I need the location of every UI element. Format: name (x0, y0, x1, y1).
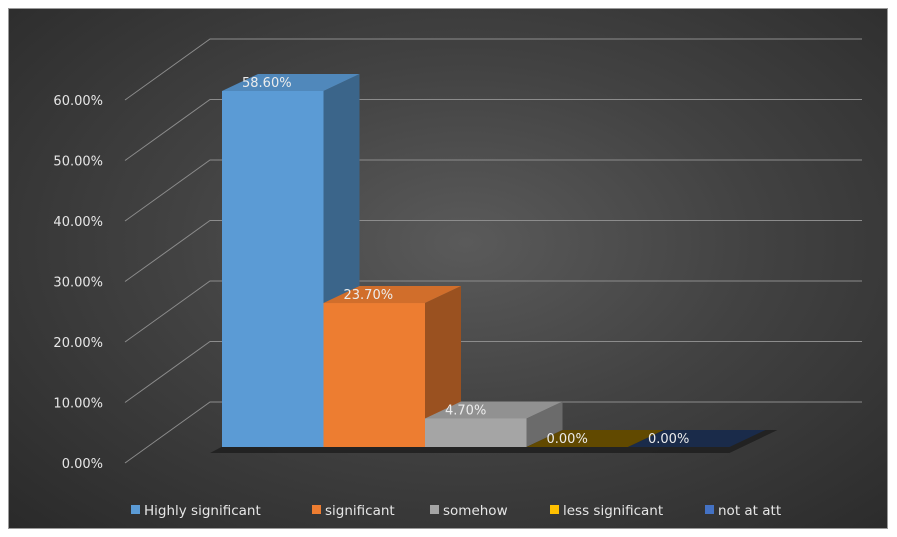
bar-top (526, 430, 664, 447)
gridline (124, 220, 862, 282)
gridline (124, 341, 862, 403)
legend-label: Highly significant (144, 503, 261, 519)
legend-swatch (705, 505, 714, 514)
bar-top (222, 74, 360, 91)
data-label: 58.60% (242, 76, 292, 91)
bar (425, 418, 527, 447)
legend-label: less significant (563, 503, 663, 519)
legend-swatch (430, 505, 439, 514)
gridline (124, 99, 862, 161)
gridline (124, 38, 862, 101)
y-tick-label: 0.00% (62, 457, 103, 472)
data-label: 0.00% (547, 432, 588, 447)
bar-top (425, 401, 563, 419)
bar (222, 91, 324, 447)
legend-label: not at att (718, 503, 781, 519)
legend-label: significant (325, 503, 395, 519)
data-label: 23.70% (344, 288, 394, 303)
y-tick-label: 30.00% (53, 276, 103, 291)
gridline (124, 401, 862, 464)
y-tick-label: 40.00% (53, 215, 103, 230)
y-tick-label: 10.00% (53, 397, 103, 412)
bar-top (323, 286, 461, 304)
bar-top (628, 430, 766, 447)
legend-swatch (131, 505, 140, 514)
data-label: 0.00% (648, 432, 689, 447)
y-tick-label: 50.00% (53, 155, 103, 170)
gridline (124, 280, 862, 343)
data-label: 4.70% (445, 403, 486, 418)
bar (323, 303, 425, 447)
gridline (124, 159, 862, 222)
bar-side (526, 401, 563, 447)
legend-swatch (312, 505, 321, 514)
legend-swatch (550, 505, 559, 514)
y-tick-label: 60.00% (53, 94, 103, 109)
y-tick-label: 20.00% (53, 336, 103, 351)
legend-label: somehow (443, 503, 508, 519)
